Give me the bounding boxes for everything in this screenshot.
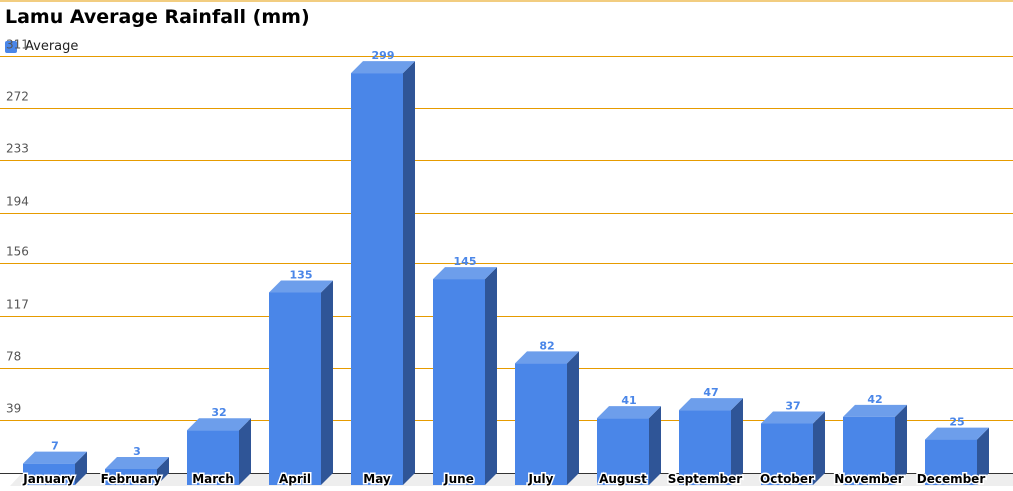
bar-side-july: [567, 351, 579, 485]
y-tick-label-233: 233: [6, 142, 29, 156]
value-label-february: 3: [133, 445, 141, 458]
category-label-march: March: [192, 472, 234, 486]
value-label-march: 32: [211, 406, 226, 419]
bar-front-december: [925, 439, 977, 485]
y-tick-label-39: 39: [6, 402, 21, 416]
bar-front-march: [187, 430, 239, 485]
bar-top-october: [761, 411, 825, 424]
y-tick-label-311: 311: [6, 38, 29, 52]
y-tick-label-78: 78: [6, 350, 21, 364]
value-label-may: 299: [372, 49, 395, 62]
category-label-may: May: [363, 472, 391, 486]
value-label-october: 37: [785, 400, 800, 413]
bar-front-september: [679, 410, 731, 485]
bar-front-october: [761, 423, 813, 485]
value-label-november: 42: [867, 393, 882, 406]
category-label-july: July: [528, 472, 554, 486]
value-label-april: 135: [290, 268, 313, 281]
legend-swatch: [5, 40, 17, 53]
bar-front-july: [515, 363, 567, 485]
legend-label-average: Average: [25, 39, 79, 54]
category-label-december: December: [917, 472, 986, 486]
bar-side-may: [403, 61, 415, 486]
bar-side-april: [321, 280, 333, 485]
bar-side-december: [977, 427, 989, 485]
bar-top-june: [433, 267, 497, 280]
bar-top-december: [925, 427, 989, 440]
bar-top-july: [515, 351, 579, 364]
bar-top-february: [105, 456, 169, 469]
value-label-january: 7: [51, 440, 59, 453]
bar-side-october: [813, 411, 825, 485]
bar-side-august: [649, 406, 661, 485]
value-label-december: 25: [949, 416, 964, 429]
value-label-june: 145: [454, 255, 477, 268]
bar-front-november: [843, 416, 895, 485]
bar-top-january: [23, 451, 87, 464]
bar-top-november: [843, 404, 907, 417]
bar-side-february: [157, 456, 169, 485]
category-label-october: October: [760, 472, 814, 486]
category-label-february: February: [101, 472, 162, 486]
y-tick-label-272: 272: [6, 90, 29, 104]
y-tick-label-194: 194: [6, 195, 29, 209]
category-label-november: November: [834, 472, 903, 486]
bar-front-may: [351, 73, 403, 486]
y-tick-label-156: 156: [6, 245, 29, 259]
value-label-august: 41: [621, 394, 636, 407]
bar-top-april: [269, 280, 333, 293]
bar-front-june: [433, 279, 485, 485]
bar-side-september: [731, 398, 743, 485]
category-label-june: June: [443, 472, 474, 486]
bar-top-may: [351, 61, 415, 74]
bar-front-january: [23, 463, 75, 485]
bar-front-august: [597, 418, 649, 485]
bar-side-june: [485, 267, 497, 485]
category-label-september: September: [668, 472, 742, 486]
bar-top-september: [679, 398, 743, 411]
category-label-january: January: [22, 472, 75, 486]
y-tick-label-117: 117: [6, 298, 29, 312]
value-label-september: 47: [703, 386, 718, 399]
bar-front-february: [105, 468, 157, 485]
category-label-april: April: [279, 472, 311, 486]
bar-top-august: [597, 406, 661, 419]
chart-title: Lamu Average Rainfall (mm): [5, 6, 310, 28]
bar-side-november: [895, 404, 907, 485]
bar-side-january: [75, 451, 87, 485]
bar-side-march: [239, 418, 251, 485]
value-label-july: 82: [539, 339, 554, 352]
legend: Average: [5, 39, 78, 54]
bar-top-march: [187, 418, 251, 431]
category-label-august: August: [599, 472, 647, 486]
bar-front-april: [269, 292, 321, 485]
